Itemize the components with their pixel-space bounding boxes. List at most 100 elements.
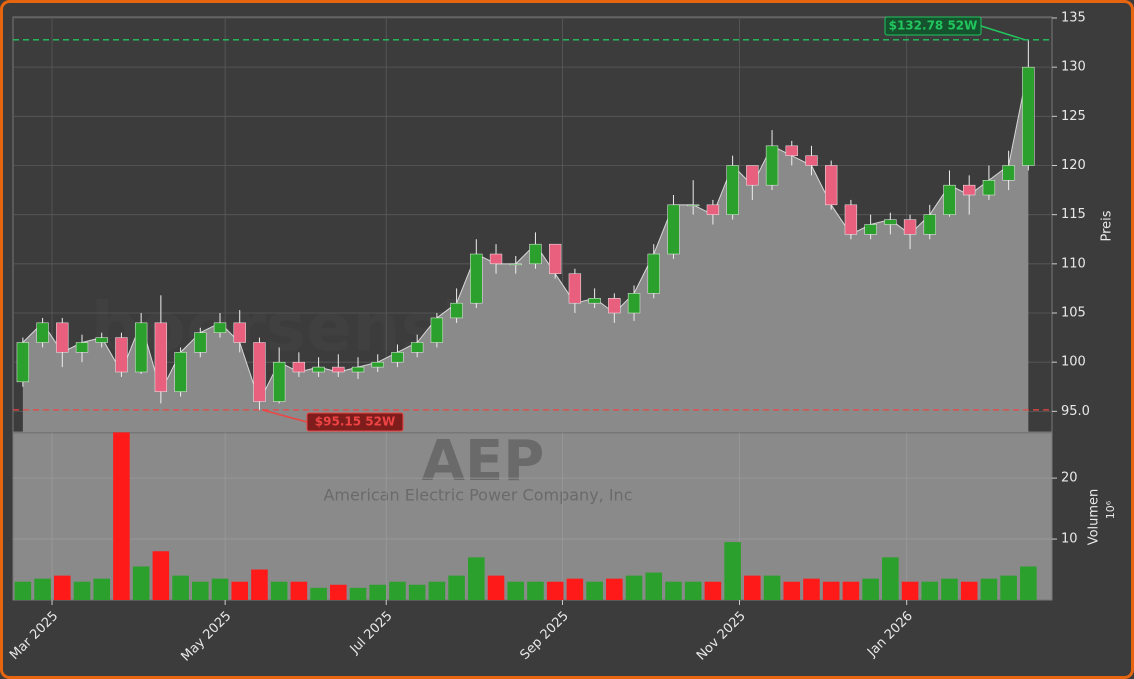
volume-bar bbox=[448, 575, 465, 600]
volume-bar bbox=[310, 587, 327, 600]
volume-bar bbox=[684, 581, 702, 600]
candle-body bbox=[588, 298, 601, 304]
candle-body bbox=[115, 337, 128, 373]
candle-body bbox=[667, 204, 680, 255]
candle-body bbox=[292, 361, 306, 373]
volume-bar bbox=[901, 581, 919, 600]
candle-body bbox=[509, 263, 522, 266]
candle-body bbox=[134, 322, 148, 373]
volume-bar bbox=[704, 581, 722, 600]
candle-body bbox=[411, 342, 424, 353]
candle-body bbox=[174, 352, 187, 392]
volume-bar bbox=[665, 581, 682, 600]
volume-bar bbox=[882, 557, 899, 600]
volume-panel bbox=[12, 432, 1053, 601]
candle-body bbox=[391, 352, 404, 363]
candle-body bbox=[56, 322, 69, 353]
volume-bar bbox=[724, 542, 741, 600]
candle-body bbox=[706, 204, 720, 215]
candle-body bbox=[687, 204, 700, 207]
volume-bar bbox=[941, 578, 958, 600]
volume-bar bbox=[330, 584, 347, 600]
candle-body bbox=[884, 219, 897, 225]
candle-body bbox=[568, 273, 582, 304]
volume-bar bbox=[132, 566, 150, 600]
y2-tick-label: 20 bbox=[1061, 471, 1078, 486]
volume-bar bbox=[645, 572, 663, 600]
volume-bar bbox=[270, 581, 288, 600]
volume-bar bbox=[803, 578, 820, 600]
volume-bar bbox=[251, 569, 268, 600]
volume-bar bbox=[586, 581, 603, 600]
candle-body bbox=[903, 219, 917, 235]
volume-bar bbox=[842, 581, 860, 600]
y-tick-label: 95.0 bbox=[1061, 404, 1090, 419]
candle-body bbox=[1002, 165, 1015, 181]
candle-body bbox=[470, 253, 483, 304]
volume-bar bbox=[231, 581, 249, 600]
candle-body bbox=[549, 243, 562, 274]
volume-bar bbox=[389, 581, 406, 600]
candle-body bbox=[450, 302, 463, 319]
annotation-arrow bbox=[980, 25, 1026, 41]
candle-body bbox=[647, 253, 660, 294]
y-tick-label: 120 bbox=[1061, 158, 1086, 173]
candle-body bbox=[154, 322, 168, 392]
candle-body bbox=[36, 322, 49, 343]
volume-bar bbox=[527, 581, 544, 600]
candle-body bbox=[943, 184, 956, 215]
y-tick-label: 115 bbox=[1061, 207, 1086, 222]
volume-bar bbox=[862, 578, 879, 600]
volume-bar bbox=[566, 578, 584, 600]
annotation-label: $132.78 52W bbox=[889, 19, 978, 33]
volume-bar bbox=[369, 584, 387, 600]
volume-bar bbox=[980, 578, 998, 600]
company-watermark: American Electric Power Company, Inc bbox=[323, 486, 632, 505]
volume-bar bbox=[921, 581, 939, 600]
volume-bar bbox=[93, 578, 110, 600]
volume-bar bbox=[172, 575, 189, 600]
y-tick-label: 135 bbox=[1061, 10, 1086, 25]
y-tick-label: 130 bbox=[1061, 60, 1086, 75]
y-tick-label: 100 bbox=[1061, 355, 1086, 370]
candle-body bbox=[805, 155, 818, 166]
volume-bar bbox=[211, 578, 229, 600]
candle-body bbox=[75, 342, 89, 353]
candle-body bbox=[312, 366, 325, 373]
volume-bar bbox=[625, 575, 643, 600]
y2-axis-label: Volumen bbox=[1087, 489, 1102, 546]
volume-bar bbox=[152, 551, 170, 600]
candle-body bbox=[430, 317, 444, 343]
volume-bar bbox=[783, 581, 801, 600]
candle-body bbox=[16, 342, 30, 383]
candle-body bbox=[982, 179, 996, 196]
y-tick-label: 105 bbox=[1061, 306, 1086, 321]
y2-offset-label: 10⁶ bbox=[1104, 500, 1117, 519]
candle-body bbox=[608, 298, 621, 314]
candle-body bbox=[1022, 66, 1035, 166]
candle-body bbox=[351, 366, 365, 373]
candle-body bbox=[746, 165, 759, 186]
volume-bar bbox=[546, 581, 564, 600]
candle-body bbox=[194, 332, 207, 353]
volume-bar bbox=[54, 575, 71, 600]
volume-bar bbox=[14, 581, 32, 600]
volume-bar bbox=[606, 578, 623, 600]
candle-body bbox=[726, 165, 739, 215]
y2-tick-label: 10 bbox=[1061, 532, 1078, 547]
volume-bar bbox=[408, 584, 426, 600]
volume-bar bbox=[763, 575, 781, 600]
volume-bar bbox=[744, 575, 761, 600]
y-tick-label: 125 bbox=[1061, 109, 1086, 124]
y-axis-label: Preis bbox=[1100, 210, 1115, 241]
y-tick-label: 110 bbox=[1061, 256, 1086, 271]
volume-bar bbox=[290, 581, 308, 600]
volume-bar bbox=[113, 432, 130, 600]
volume-bar bbox=[468, 557, 485, 600]
candle-body bbox=[529, 243, 542, 265]
candle-body bbox=[923, 214, 936, 235]
volume-bar bbox=[487, 575, 505, 600]
annotation-arrow bbox=[261, 409, 308, 423]
candle-body bbox=[95, 337, 108, 343]
